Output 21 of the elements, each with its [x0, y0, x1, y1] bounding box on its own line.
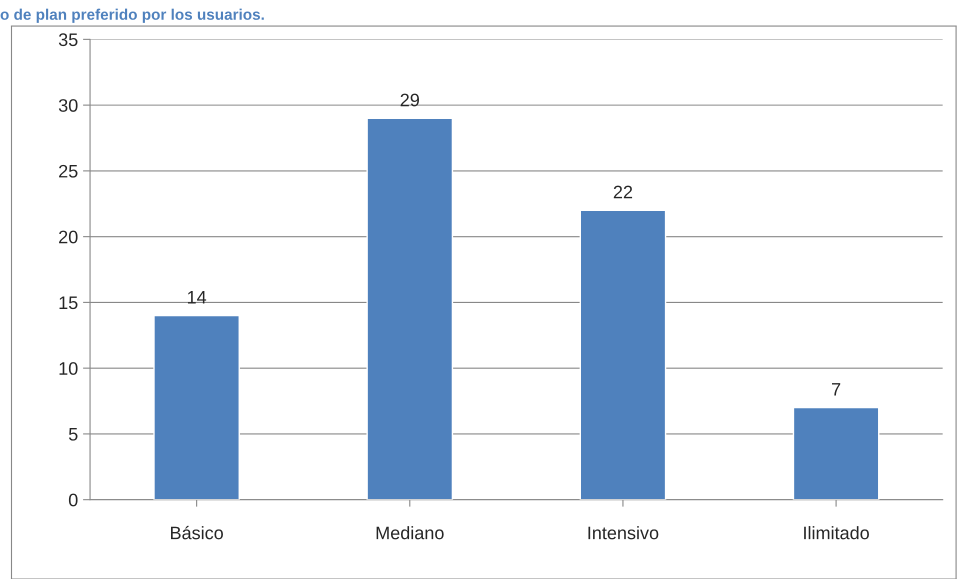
y-tick-label: 20 [59, 230, 78, 244]
chart-title: o de plan preferido por los usuarios. [0, 8, 264, 23]
y-tick-label: 25 [59, 164, 78, 178]
y-tick-label: 0 [68, 494, 78, 506]
x-tick-label: Ilimitado [804, 526, 869, 540]
y-tick-label: 5 [68, 428, 78, 441]
data-label: 7 [832, 383, 840, 396]
x-tick-label: Intensivo [588, 526, 658, 540]
data-label: 14 [188, 291, 206, 304]
y-tick-label: 10 [60, 362, 78, 375]
data-label: 29 [400, 94, 419, 106]
data-label: 22 [614, 186, 632, 198]
bar [153, 314, 240, 500]
bar [580, 210, 666, 500]
x-tick-label: Básico [171, 526, 223, 540]
y-tick-label: 35 [58, 33, 78, 46]
bar [792, 406, 880, 500]
x-tick-label: Mediano [376, 526, 444, 540]
bar [366, 118, 454, 500]
y-tick-label: 15 [60, 296, 78, 310]
y-tick-label: 30 [58, 99, 78, 112]
